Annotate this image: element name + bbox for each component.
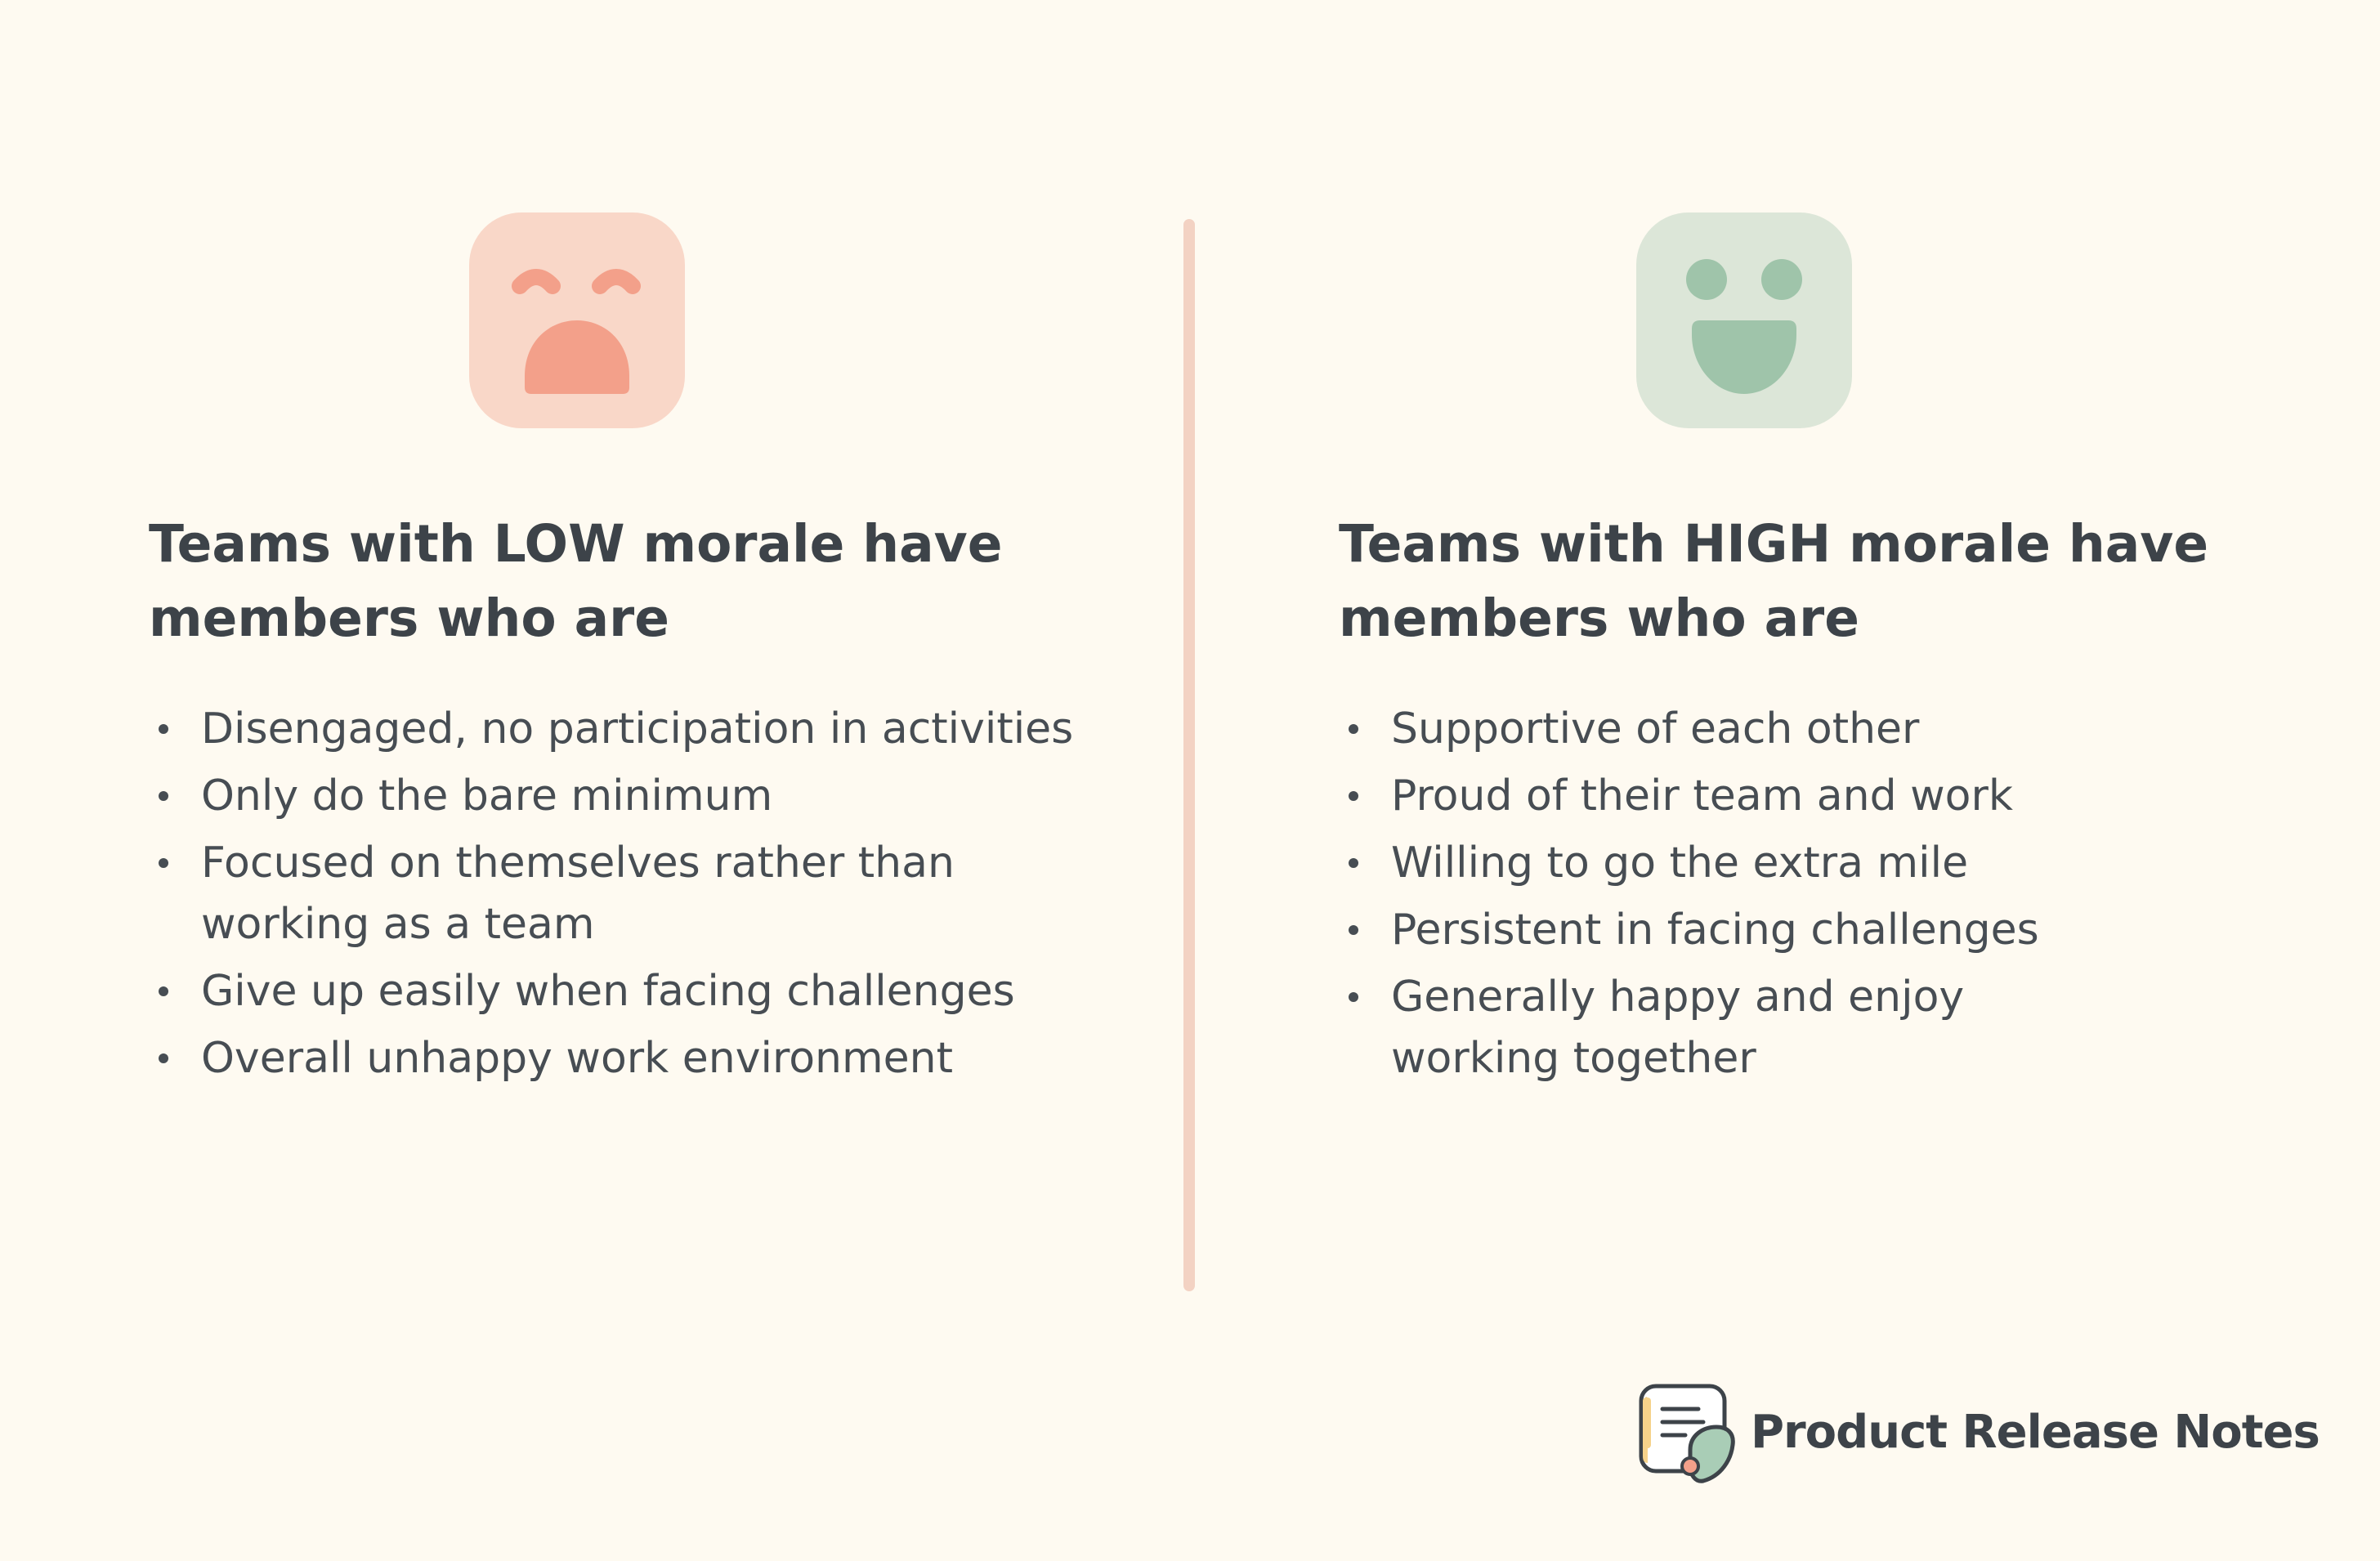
list-item: Disengaged, no participation in activiti… bbox=[149, 699, 1113, 760]
release-notes-logo-icon bbox=[1636, 1381, 1738, 1487]
low-morale-heading: Teams with LOW morale have members who a… bbox=[149, 514, 1003, 648]
bullet-dot-icon bbox=[159, 858, 168, 868]
list-item: Proud of their team and work bbox=[1339, 766, 2303, 827]
bullet-dot-icon bbox=[159, 724, 168, 734]
list-item: Supportive of each other bbox=[1339, 699, 2303, 760]
brand: Product Release Notes bbox=[1636, 1381, 2320, 1487]
bullet-dot-icon bbox=[159, 1053, 168, 1063]
list-item: Only do the bare minimum bbox=[149, 766, 1113, 827]
list-item: Generally happy and enjoy working togeth… bbox=[1339, 967, 2012, 1089]
high-morale-column: Teams with HIGH morale have members who … bbox=[1339, 0, 2320, 1561]
list-item: Persistent in facing challenges bbox=[1339, 900, 2303, 961]
crying-face-icon bbox=[469, 212, 685, 428]
bullet-dot-icon bbox=[1349, 992, 1358, 1002]
low-morale-column: Teams with LOW morale have members who a… bbox=[149, 0, 1130, 1561]
bullet-dot-icon bbox=[159, 986, 168, 996]
bullet-dot-icon bbox=[1349, 925, 1358, 935]
bullet-dot-icon bbox=[1349, 724, 1358, 734]
high-morale-list: Supportive of each other Proud of their … bbox=[1339, 699, 2303, 1095]
list-item: Willing to go the extra mile bbox=[1339, 833, 2303, 894]
bullet-dot-icon bbox=[1349, 858, 1358, 868]
high-morale-heading: Teams with HIGH morale have members who … bbox=[1339, 514, 2209, 648]
list-item: Give up easily when facing challenges bbox=[149, 961, 1113, 1022]
brand-name: Product Release Notes bbox=[1751, 1406, 2320, 1459]
bullet-dot-icon bbox=[1349, 791, 1358, 801]
column-divider bbox=[1183, 219, 1195, 1291]
list-item: Overall unhappy work environment bbox=[149, 1028, 1113, 1089]
bullet-dot-icon bbox=[159, 791, 168, 801]
low-morale-list: Disengaged, no participation in activiti… bbox=[149, 699, 1113, 1095]
list-item: Focused on themselves rather than workin… bbox=[149, 833, 1018, 955]
happy-face-icon bbox=[1636, 212, 1852, 428]
